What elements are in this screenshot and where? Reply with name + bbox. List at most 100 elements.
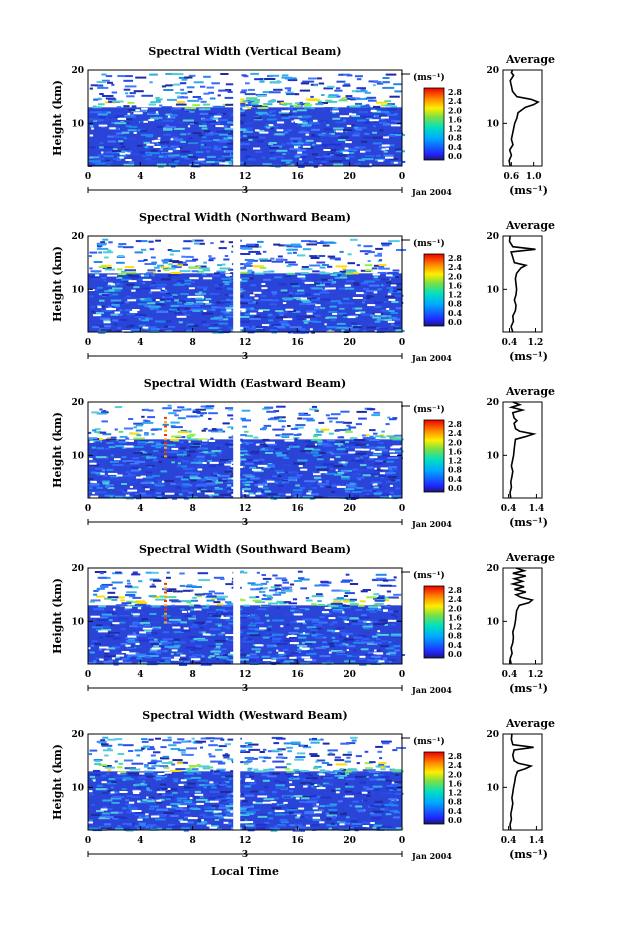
heatmap-cell: [210, 650, 222, 653]
heatmap-cell: [354, 452, 367, 455]
heatmap-cell: [345, 287, 355, 290]
heatmap-cell: [228, 241, 233, 244]
panel-2: Spectral Width (Eastward Beam)2010Height…: [51, 377, 555, 529]
heatmap-cell: [89, 146, 96, 149]
heatmap-cell: [372, 136, 384, 139]
heatmap-cell: [192, 615, 196, 618]
heatmap-cell: [290, 741, 301, 744]
heatmap-cell: [322, 121, 326, 123]
heatmap-cell: [290, 776, 294, 779]
heatmap-cell: [332, 621, 338, 624]
heatmap-cell: [327, 85, 335, 88]
heatmap-cell: [184, 299, 194, 301]
heatmap-cell: [140, 453, 153, 456]
heatmap-cell: [149, 291, 153, 294]
heatmap-cell: [184, 801, 193, 803]
heatmap-cell: [167, 788, 178, 791]
heatmap-cell: [180, 447, 187, 450]
heatmap-gap: [171, 447, 179, 450]
heatmap-cell: [168, 155, 175, 158]
heatmap-cell: [378, 267, 390, 270]
heatmap-cell: [134, 495, 140, 497]
heatmap-cell: [164, 645, 176, 648]
heatmap-cell: [327, 279, 333, 282]
heatmap-spike: [164, 434, 167, 436]
heatmap-cell: [302, 301, 312, 304]
heatmap-cell: [138, 784, 147, 787]
heatmap-cell: [314, 636, 324, 639]
heatmap-cell: [181, 753, 186, 756]
heatmap-cell: [147, 326, 157, 329]
heatmap-cell: [334, 443, 344, 446]
heatmap-cell: [360, 456, 364, 459]
heatmap-cell: [184, 313, 191, 316]
heatmap-cell: [367, 642, 378, 645]
heatmap-cell: [117, 766, 123, 769]
heatmap-cell: [126, 795, 134, 798]
heatmap-cell: [297, 826, 306, 829]
heatmap-cell: [276, 471, 285, 474]
heatmap-gap: [296, 814, 301, 817]
heatmap-cell: [327, 763, 333, 766]
heatmap-cell: [328, 827, 332, 830]
heatmap-cell: [126, 480, 138, 483]
heatmap-cell: [228, 622, 238, 625]
heatmap-cell: [213, 444, 223, 447]
heatmap-cell: [98, 605, 106, 608]
x-tick-label: 0: [399, 338, 405, 348]
heatmap-cell: [122, 778, 126, 781]
heatmap-cell: [305, 642, 313, 645]
heatmap-cell: [378, 763, 385, 766]
heatmap-cell: [378, 121, 387, 124]
heatmap-cell: [239, 114, 246, 117]
heatmap-cell: [238, 616, 247, 619]
heatmap-cell: [333, 272, 341, 274]
heatmap-cell: [98, 103, 105, 106]
heatmap-cell: [282, 452, 288, 454]
heatmap-cell: [275, 124, 284, 127]
heatmap-cell: [386, 787, 394, 790]
heatmap-cell: [202, 821, 208, 824]
heatmap-gap: [314, 443, 317, 446]
heatmap-cell: [126, 295, 132, 298]
heatmap-cell: [297, 254, 306, 257]
heatmap-gap: [104, 650, 110, 653]
heatmap-cell: [292, 251, 297, 254]
heatmap-cell: [180, 827, 190, 830]
heatmap-cell: [187, 99, 200, 102]
heatmap-gap: [297, 151, 303, 154]
heatmap-cell: [89, 773, 100, 776]
heatmap-cell: [184, 454, 191, 457]
heatmap-cell: [273, 495, 280, 498]
heatmap-gap: [166, 805, 172, 808]
heatmap-gap: [385, 156, 394, 159]
heatmap-cell: [208, 766, 214, 769]
heatmap-gap: [133, 792, 140, 794]
heatmap-gap: [145, 488, 150, 491]
heatmap-gap: [382, 609, 388, 612]
heatmap-cell: [156, 163, 167, 166]
heatmap-gap: [339, 115, 350, 118]
heatmap-cell: [215, 161, 223, 163]
heatmap-cell: [163, 325, 169, 328]
heatmap-cell: [310, 815, 318, 818]
heatmap-cell: [225, 775, 235, 778]
heatmap-cell: [200, 443, 208, 446]
heatmap-cell: [394, 294, 404, 297]
heatmap-cell: [248, 441, 254, 444]
heatmap-cell: [91, 803, 95, 806]
heatmap-cell: [115, 313, 123, 316]
heatmap-cell: [100, 827, 112, 830]
heatmap-cell: [165, 113, 172, 116]
heatmap-cell: [227, 601, 231, 604]
heatmap-cell: [133, 422, 144, 425]
heatmap-cell: [263, 103, 273, 106]
heatmap-cell: [168, 274, 172, 277]
heatmap-cell: [184, 157, 190, 160]
heatmap-cell: [381, 640, 387, 643]
heatmap-gap: [276, 121, 285, 124]
heatmap-cell: [118, 430, 124, 433]
x-tick-label: 12: [239, 504, 252, 514]
heatmap-cell: [362, 625, 373, 628]
heatmap-cell: [271, 291, 277, 294]
